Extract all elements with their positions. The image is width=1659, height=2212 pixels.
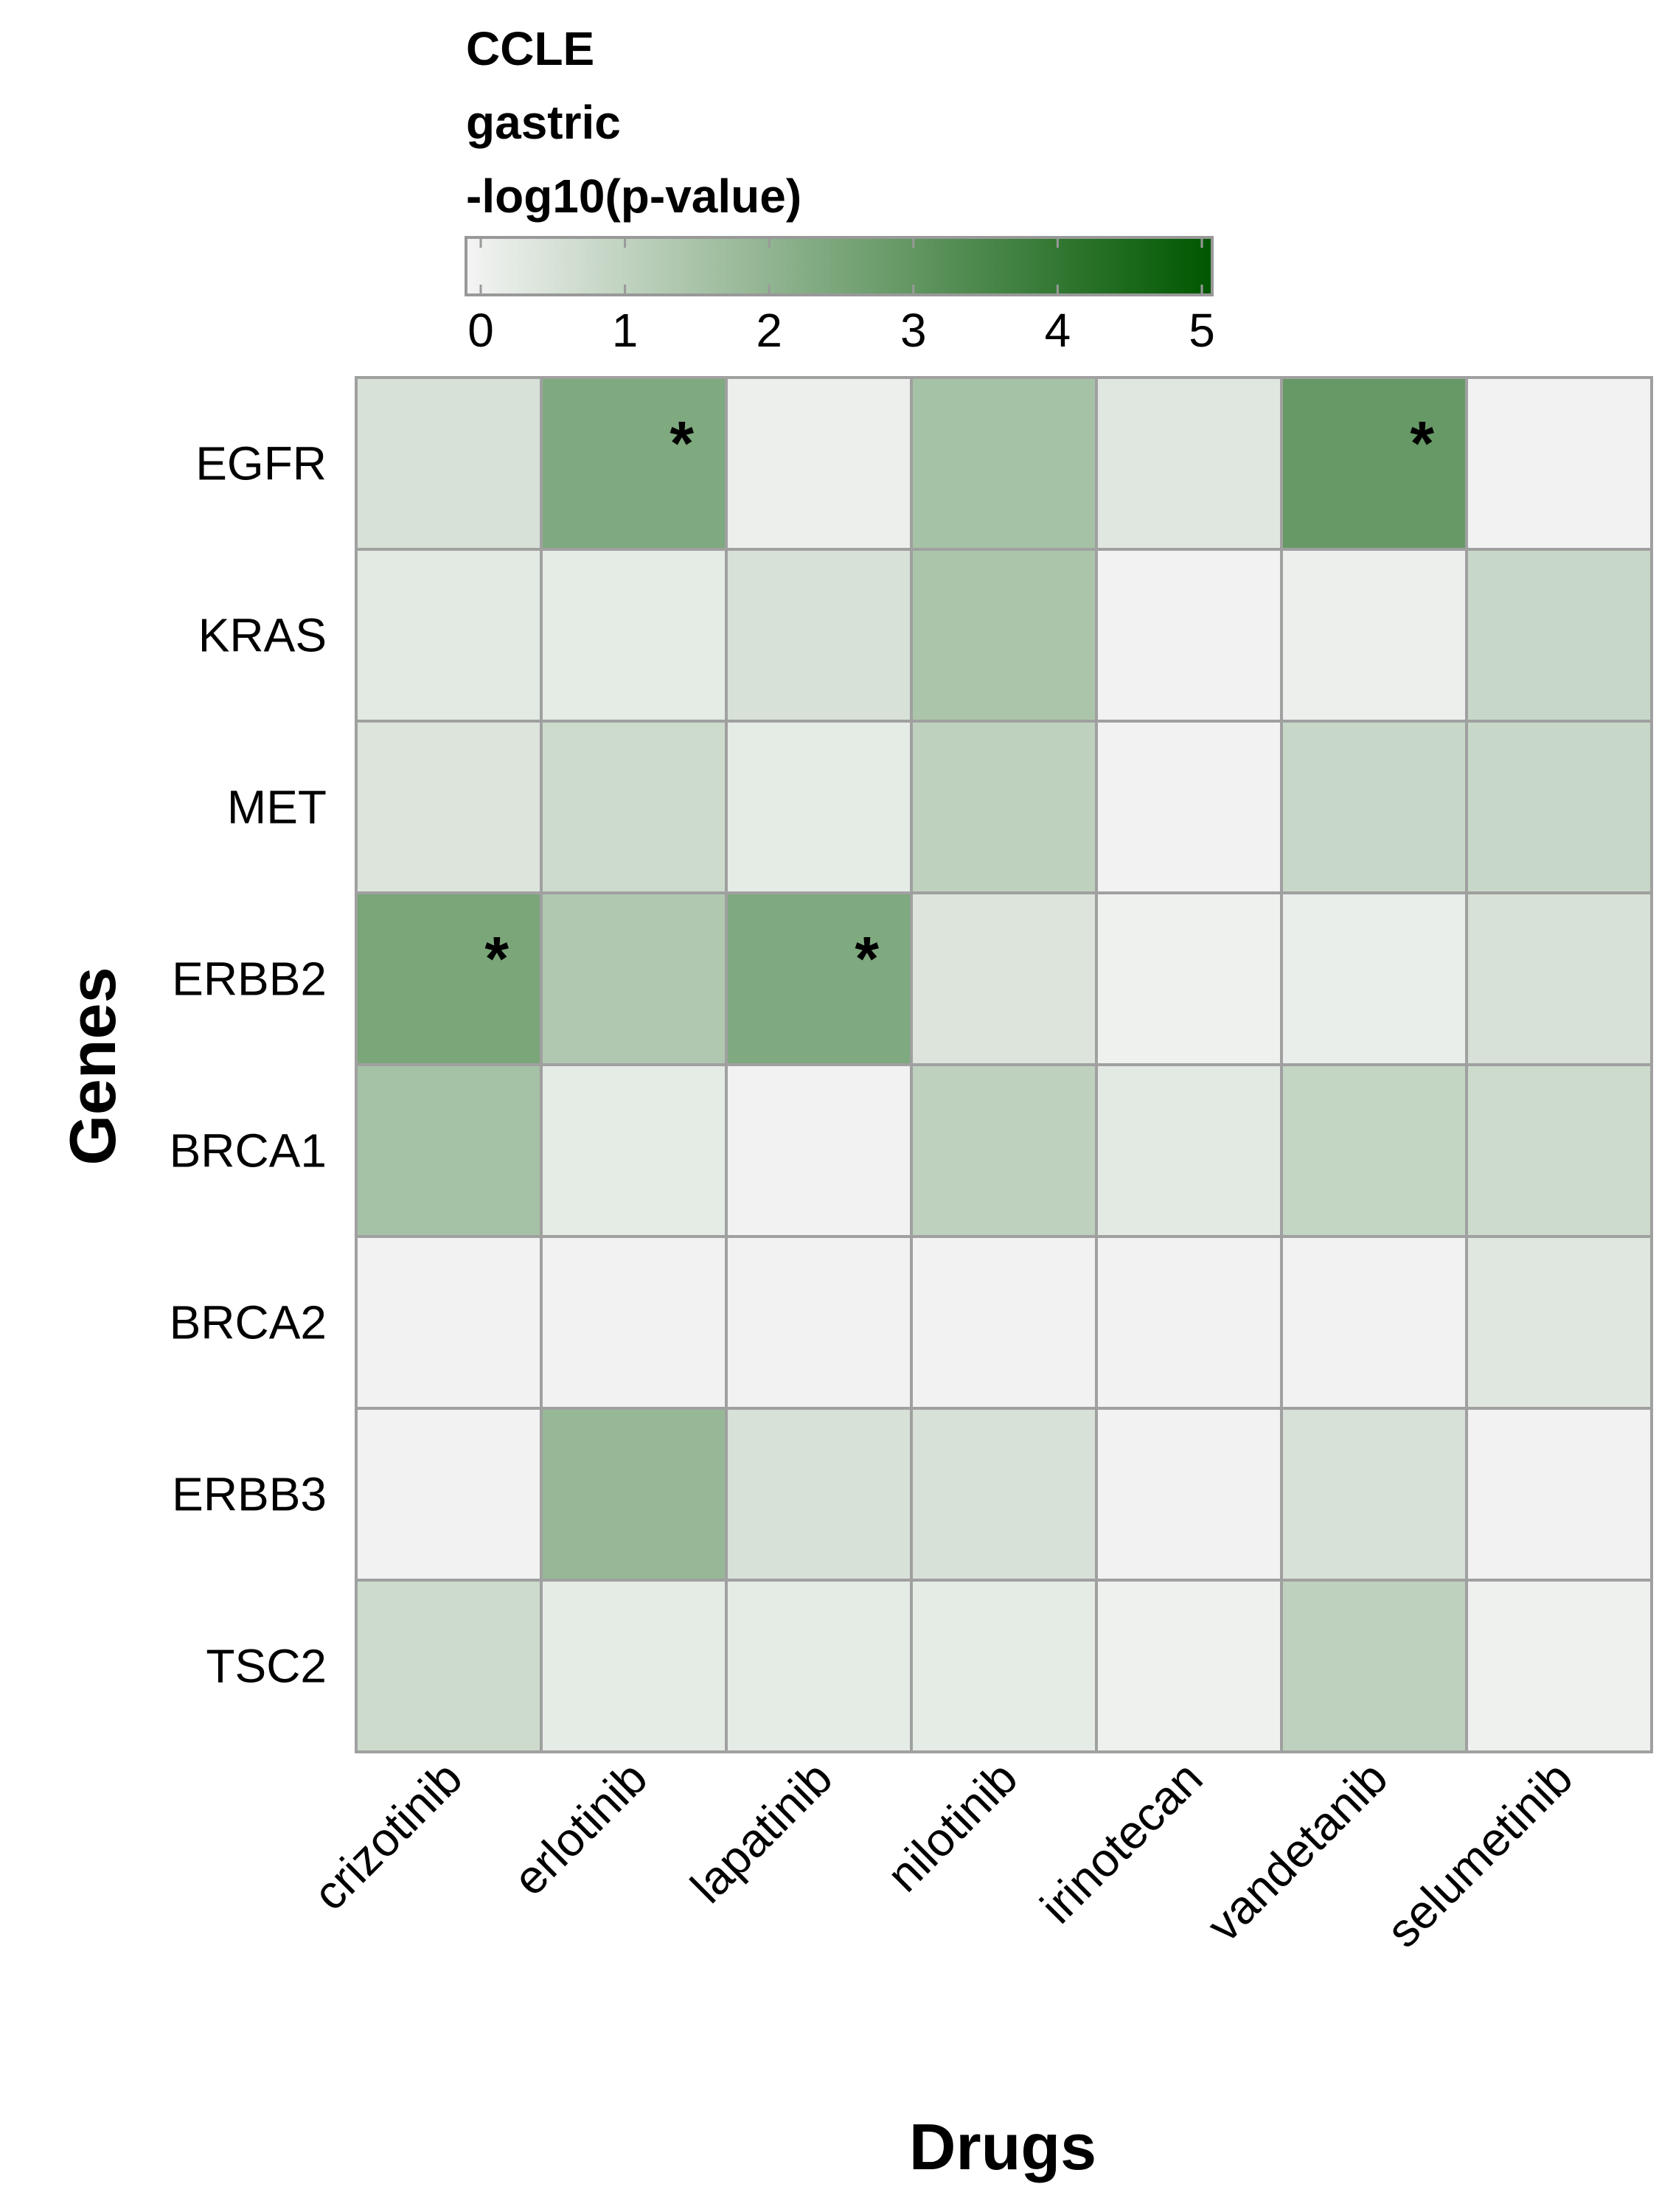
heatmap-cell [1095,376,1283,551]
legend-tick-label: 3 [900,304,927,357]
column-label: lapatinib [681,1751,842,1913]
legend-tick-label: 0 [467,304,494,357]
heatmap-cell [540,1407,728,1582]
heatmap-cell [1095,1063,1283,1238]
heatmap-cell [1095,1579,1283,1753]
heatmap-cell [725,548,913,723]
legend-title-line-1: CCLE [466,22,594,75]
heatmap-cell [1280,1579,1468,1753]
row-label: EGFR [195,437,327,490]
heatmap-cell [540,891,728,1066]
significance-star: * [669,408,694,478]
heatmap-cell [725,1063,913,1238]
heatmap-cell [910,1579,1098,1753]
heatmap-cell [355,720,543,894]
heatmap-cell [725,891,913,1066]
legend-ticks: 0 1 2 3 4 5 [467,237,1215,357]
significance-star: * [1410,408,1434,478]
heatmap-cell [725,1579,913,1753]
heatmap-cell [910,720,1098,894]
legend-tick-label: 2 [756,304,782,357]
y-axis-title: Genes [56,967,129,1165]
heatmap-cell [1280,1235,1468,1410]
heatmap-cell [540,1063,728,1238]
heatmap-cell [355,1235,543,1410]
x-axis-title: Drugs [909,2110,1096,2183]
heatmap-cell [1465,548,1653,723]
column-label: crizotinib [303,1751,472,1920]
heatmap-cell [1095,1407,1283,1582]
column-label: erlotinib [503,1751,657,1905]
heatmap-cell [1095,891,1283,1066]
heatmap-cell [1280,1407,1468,1582]
heatmap-cell [355,1063,543,1238]
row-label: ERBB3 [172,1468,327,1521]
row-label: KRAS [198,609,327,662]
legend-title-line-2: gastric [466,96,621,149]
significance-markers: * * * * [484,408,1434,993]
column-label: irinotecan [1030,1751,1212,1933]
heatmap-cell [1465,891,1653,1066]
heatmap-cell [1280,1063,1468,1238]
heatmap-cell [1095,548,1283,723]
heatmap-cell [1280,891,1468,1066]
heatmap-cell [1280,548,1468,723]
legend-title-line-3: -log10(p-value) [466,170,801,223]
heatmap-cell [355,891,543,1066]
heatmap-cell [1465,1235,1653,1410]
legend-tick-label: 5 [1189,304,1215,357]
heatmap-cells [355,376,1653,1753]
column-label: vandetanib [1197,1751,1397,1952]
legend-colorbar [465,236,1214,296]
row-label: BRCA1 [170,1124,327,1178]
heatmap-cell [540,376,728,551]
heatmap-cell [1465,376,1653,551]
heatmap-cell [1465,1063,1653,1238]
row-label: TSC2 [206,1640,327,1693]
significance-star: * [855,924,879,993]
heatmap-cell [540,548,728,723]
legend-tick-label: 4 [1045,304,1071,357]
heatmap-cell [540,1579,728,1753]
legend-tick-label: 1 [612,304,639,357]
heatmap-cell [910,376,1098,551]
heatmap-cell [910,1235,1098,1410]
row-labels: EGFR KRAS MET ERBB2 BRCA1 BRCA2 ERBB3 TSC2 [170,437,327,1693]
color-legend: CCLE gastric -log10(p-value) 0 1 2 3 4 5 [465,22,1215,357]
heatmap-cell [910,1407,1098,1582]
row-label: BRCA2 [170,1296,327,1349]
column-labels: crizotinib erlotinib lapatinib nilotinib iri… [303,1751,1582,1958]
heatmap-cell [1465,1579,1653,1753]
column-label: selumetinib [1377,1751,1583,1958]
heatmap-cell [1095,720,1283,894]
heatmap-cell [355,1407,543,1582]
heatmap-cell [1465,720,1653,894]
heatmap-cell [725,1407,913,1582]
row-label: ERBB2 [172,953,327,1006]
heatmap-cell [355,376,543,551]
heatmap-cell [910,891,1098,1066]
heatmap-cell [540,720,728,894]
column-label: nilotinib [877,1751,1027,1902]
heatmap-cell [725,376,913,551]
heatmap-cell [355,1579,543,1753]
heatmap-cell [355,548,543,723]
heatmap-cell [725,720,913,894]
significance-star: * [484,924,509,993]
row-label: MET [227,781,327,834]
heatmap-cell [540,1235,728,1410]
heatmap-cell [1095,1235,1283,1410]
heatmap-cell [725,1235,913,1410]
heatmap-cell [910,1063,1098,1238]
heatmap-cell [1280,720,1468,894]
heatmap-cell [910,548,1098,723]
heatmap-cell [1465,1407,1653,1582]
heatmap-cell [1280,376,1468,551]
